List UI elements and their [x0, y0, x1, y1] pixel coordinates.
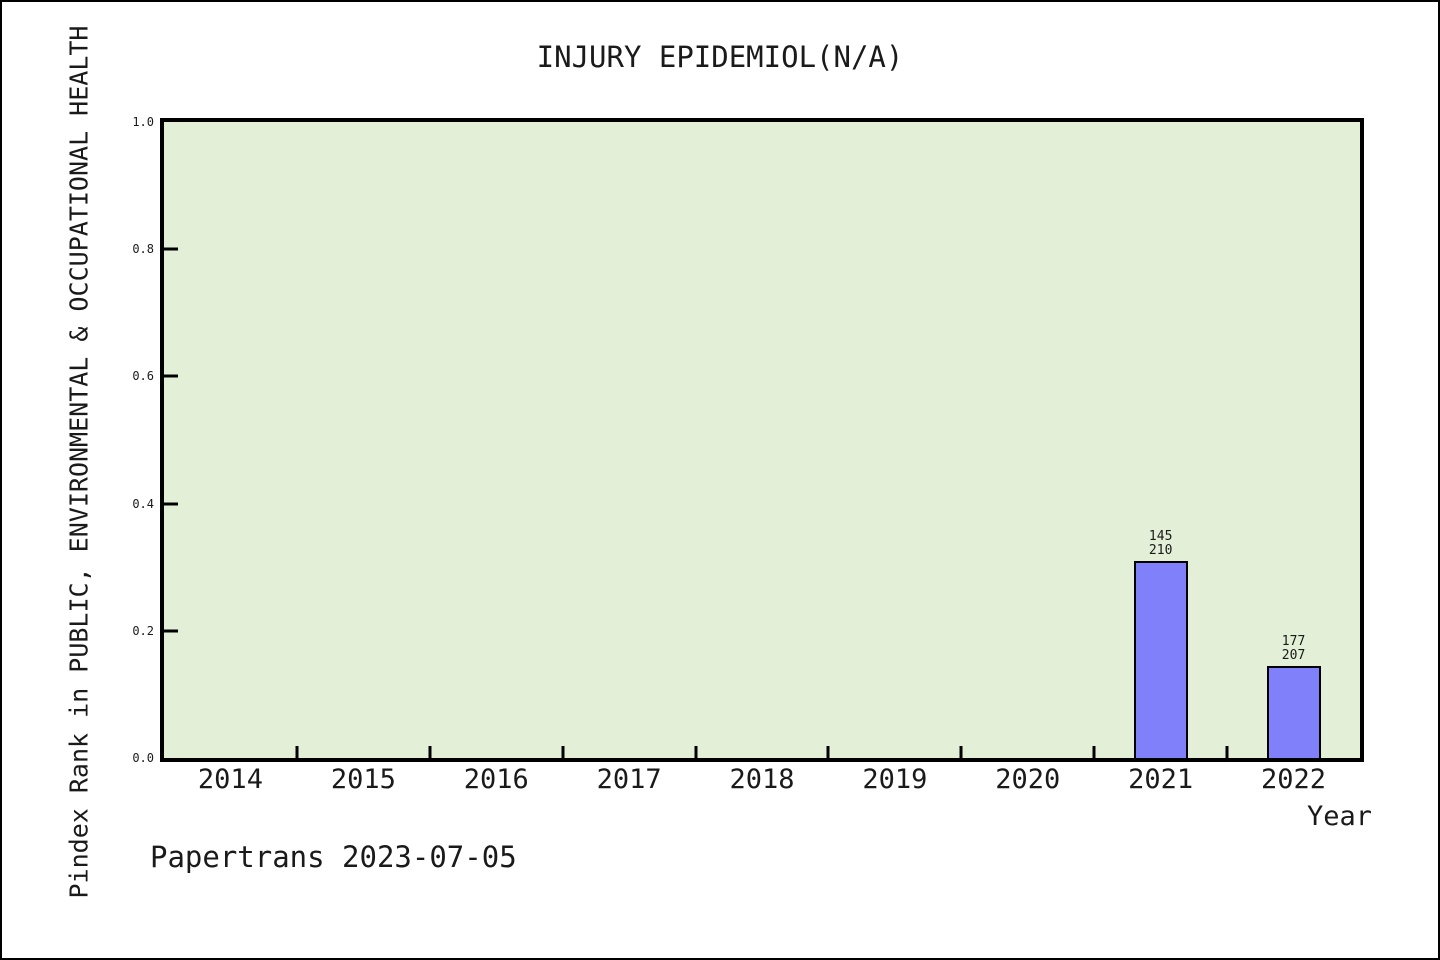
- x-tick-label: 2016: [463, 764, 529, 795]
- bar-value-line: 145: [1148, 529, 1173, 545]
- y-tick-label: 0.0: [132, 751, 154, 765]
- x-tick-mark: [295, 746, 299, 758]
- bar-value-line: 210: [1148, 543, 1173, 559]
- x-tick-label: 2019: [862, 764, 928, 795]
- x-tick-label: 2014: [197, 764, 263, 795]
- x-tick-label: 2022: [1261, 764, 1327, 795]
- y-tick-mark: [164, 247, 178, 251]
- bar-value-label: 177 207: [1281, 633, 1306, 663]
- plot-area: 145 210 177 207: [160, 118, 1364, 762]
- bar-2022: [1266, 665, 1321, 758]
- x-tick-mark: [959, 746, 963, 758]
- y-tick-label: 0.2: [132, 623, 154, 638]
- x-tick-label: 2021: [1128, 764, 1194, 795]
- plot-inner: 145 210 177 207: [164, 122, 1360, 758]
- y-tick-labels: 1.0 0.8 0.6 0.4 0.2 0.0: [2, 115, 154, 765]
- x-tick-labels: 2014 2015 2016 2017 2018 2019 2020 2021 2022: [164, 764, 1360, 800]
- x-tick-mark: [428, 746, 432, 758]
- x-tick-label: 2017: [596, 764, 662, 795]
- bar-value-line: 177: [1281, 633, 1306, 649]
- x-tick-mark: [1092, 746, 1096, 758]
- y-tick-label: 0.6: [132, 369, 154, 384]
- bar-value-label: 145 210: [1149, 530, 1172, 558]
- x-tick-label: 2020: [995, 764, 1061, 795]
- x-tick-mark: [1225, 746, 1229, 758]
- bar-2021: [1133, 561, 1188, 758]
- y-tick-label: 1.0: [132, 115, 154, 129]
- y-tick-mark: [164, 374, 178, 378]
- x-tick-mark: [694, 746, 698, 758]
- x-tick-mark: [826, 746, 830, 758]
- x-axis-label: Year: [1306, 801, 1372, 832]
- watermark-text: Papertrans 2023-07-05: [150, 840, 517, 874]
- chart-title: INJURY EPIDEMIOL(N/A): [536, 40, 904, 74]
- y-tick-mark: [164, 629, 178, 633]
- y-tick-mark: [164, 502, 178, 506]
- x-tick-label: 2015: [330, 764, 396, 795]
- x-tick-label: 2018: [729, 764, 795, 795]
- y-tick-label: 0.4: [132, 496, 154, 511]
- bar-value-line: 207: [1281, 647, 1306, 663]
- y-tick-label: 0.8: [132, 242, 154, 257]
- x-tick-mark: [561, 746, 565, 758]
